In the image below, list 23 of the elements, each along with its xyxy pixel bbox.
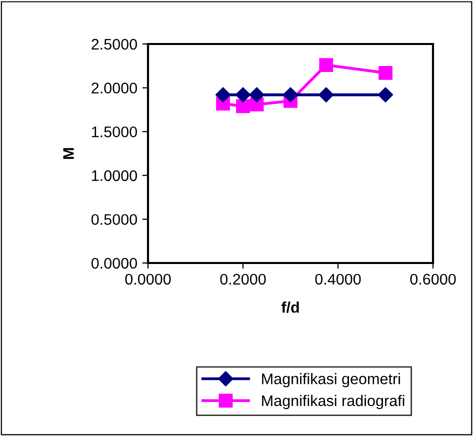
x-tick-label: 0.6000 [410, 274, 456, 285]
point [282, 87, 298, 102]
x-tick-label: 0.2000 [220, 274, 266, 285]
y-tick-label: 2.0000 [92, 82, 137, 94]
point [249, 87, 264, 102]
x-tick-label: 0.4000 [315, 274, 361, 285]
point [318, 87, 334, 102]
y-axis-title: M [63, 148, 74, 159]
point [378, 66, 392, 80]
x-axis-title: f/d [281, 302, 299, 313]
point [235, 87, 251, 102]
legend-label: Magnifikasi geometri [262, 373, 400, 388]
y-tick-label: 0.0000 [91, 258, 137, 269]
y-tick-label: 2.5000 [92, 38, 137, 50]
y-tick-label: 1.0000 [92, 170, 137, 182]
legend-label: Magnifikasi radiografi [262, 394, 404, 410]
point [215, 87, 231, 102]
point [319, 58, 334, 72]
point [378, 87, 394, 102]
y-tick-label: 0.5000 [91, 214, 137, 225]
y-tick-label: 1.5000 [92, 126, 137, 138]
x-tick-label: 0.0000 [125, 274, 171, 285]
point [236, 99, 250, 114]
